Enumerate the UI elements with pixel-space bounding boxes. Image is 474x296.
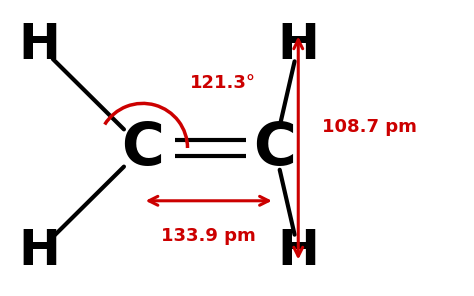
Text: C: C	[121, 120, 164, 176]
Text: H: H	[18, 21, 60, 69]
Text: H: H	[277, 227, 319, 275]
Text: 108.7 pm: 108.7 pm	[322, 118, 417, 136]
Text: C: C	[253, 120, 296, 176]
Text: H: H	[277, 21, 319, 69]
Text: 121.3°: 121.3°	[190, 75, 256, 92]
Text: 133.9 pm: 133.9 pm	[161, 227, 256, 245]
Text: H: H	[18, 227, 60, 275]
